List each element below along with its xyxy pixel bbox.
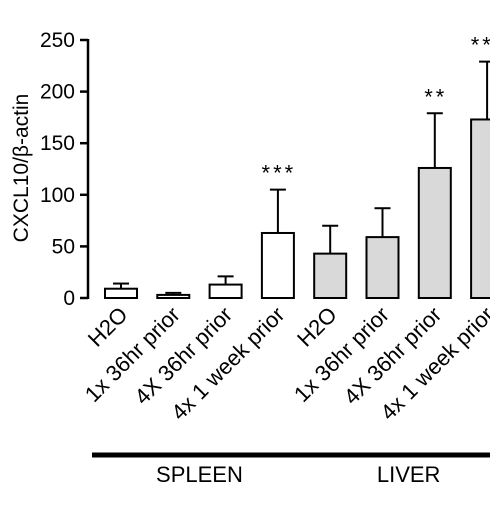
y-tick-label: 0 [63, 287, 75, 310]
significance-label: ** [424, 84, 447, 109]
group-label: SPLEEN [156, 462, 243, 487]
y-tick-label: 150 [40, 132, 75, 155]
group-brackets: SPLEEN LIVER [92, 452, 490, 487]
bar [104, 287, 138, 300]
bars: ******** [104, 33, 490, 300]
significance-label: *** [471, 33, 490, 58]
y-tick-label: 200 [40, 81, 75, 104]
y-tick-label: 50 [52, 235, 75, 258]
bar [260, 231, 295, 299]
y-tick-label: 100 [40, 184, 75, 207]
group-label: LIVER [377, 462, 441, 487]
bar [365, 236, 400, 299]
bar [417, 166, 452, 299]
significance-label: *** [262, 161, 297, 186]
axes: 0 50 100 150 200 250 [40, 29, 90, 310]
bar [208, 283, 243, 300]
y-axis-label: CXCL10/β-actin [10, 94, 33, 243]
y-tick-label: 250 [40, 29, 75, 52]
bar [313, 252, 348, 299]
bar [470, 118, 490, 299]
bar [156, 293, 191, 299]
